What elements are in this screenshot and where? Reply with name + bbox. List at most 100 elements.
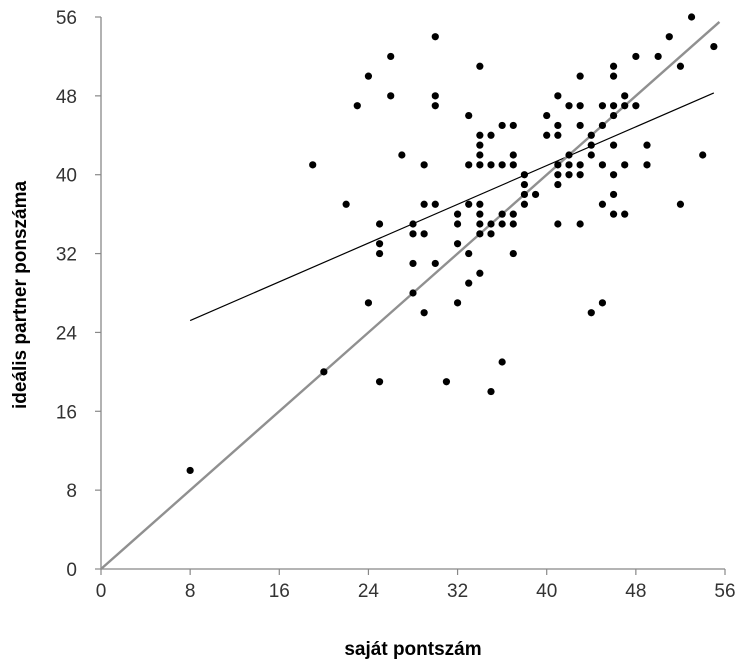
data-point bbox=[710, 42, 718, 51]
data-point bbox=[576, 102, 584, 110]
data-point bbox=[375, 220, 384, 228]
data-point bbox=[609, 190, 618, 199]
data-point bbox=[531, 190, 540, 199]
data-point bbox=[431, 259, 439, 268]
data-point bbox=[487, 220, 495, 228]
data-point bbox=[476, 220, 484, 228]
x-tick-label: 24 bbox=[358, 581, 380, 602]
data-point bbox=[431, 200, 439, 208]
y-tick-label: 40 bbox=[56, 166, 77, 187]
data-point bbox=[676, 200, 685, 208]
x-tick-label: 0 bbox=[96, 581, 107, 602]
data-point bbox=[621, 92, 629, 100]
data-point bbox=[442, 378, 451, 386]
data-point bbox=[676, 62, 685, 70]
data-point bbox=[487, 387, 495, 396]
data-point bbox=[576, 121, 584, 130]
data-point bbox=[487, 230, 495, 238]
data-point bbox=[554, 180, 562, 189]
data-point bbox=[598, 121, 607, 130]
data-point bbox=[476, 269, 484, 277]
data-point bbox=[598, 299, 607, 307]
data-point bbox=[509, 161, 517, 169]
x-tick-label: 8 bbox=[185, 581, 196, 602]
data-point bbox=[465, 161, 473, 169]
data-point bbox=[543, 131, 551, 139]
x-tick-label: 56 bbox=[714, 581, 735, 602]
data-point bbox=[353, 102, 361, 110]
data-point bbox=[587, 141, 595, 149]
data-point bbox=[554, 220, 562, 228]
data-point bbox=[609, 111, 618, 120]
data-point bbox=[554, 131, 562, 139]
data-point bbox=[498, 161, 506, 169]
x-tick-label: 16 bbox=[269, 581, 290, 602]
data-point bbox=[498, 220, 506, 228]
data-point bbox=[387, 92, 395, 100]
data-point bbox=[609, 210, 618, 218]
data-point bbox=[554, 92, 562, 100]
data-point bbox=[476, 131, 484, 139]
data-point bbox=[409, 220, 417, 228]
data-point bbox=[453, 240, 462, 248]
data-point bbox=[420, 309, 428, 317]
data-point bbox=[598, 102, 607, 110]
y-tick-label: 16 bbox=[56, 402, 77, 423]
data-point bbox=[431, 33, 439, 41]
data-point bbox=[476, 62, 484, 70]
data-point bbox=[643, 141, 651, 149]
y-axis-title: ideális partner ponszáma bbox=[10, 181, 31, 410]
data-point bbox=[520, 200, 529, 208]
data-point bbox=[498, 121, 506, 130]
x-tick-label: 48 bbox=[625, 581, 646, 602]
data-point bbox=[364, 299, 373, 307]
data-point bbox=[598, 161, 607, 169]
identity-line bbox=[100, 21, 721, 570]
data-point bbox=[665, 33, 673, 41]
data-point bbox=[509, 151, 517, 159]
data-point bbox=[409, 259, 417, 268]
data-point bbox=[309, 161, 317, 169]
y-tick-label: 48 bbox=[56, 87, 77, 108]
data-point bbox=[409, 230, 417, 238]
data-point bbox=[687, 13, 696, 21]
data-point bbox=[509, 220, 517, 228]
y-tick-label: 32 bbox=[56, 245, 77, 266]
data-point bbox=[465, 249, 473, 258]
data-point bbox=[498, 358, 506, 366]
data-point bbox=[609, 102, 618, 110]
data-point bbox=[520, 190, 529, 199]
y-tick-label: 8 bbox=[66, 481, 77, 502]
data-point bbox=[387, 52, 395, 61]
x-axis-title: saját pontszám bbox=[344, 639, 481, 660]
data-point bbox=[554, 121, 562, 130]
data-point bbox=[543, 111, 551, 120]
data-point bbox=[576, 72, 584, 80]
data-point bbox=[476, 230, 484, 238]
data-point bbox=[420, 200, 428, 208]
data-point bbox=[520, 180, 529, 189]
data-point bbox=[465, 111, 473, 120]
data-point bbox=[398, 151, 406, 159]
data-point bbox=[431, 92, 439, 100]
data-point bbox=[565, 161, 573, 169]
trend-lines bbox=[100, 21, 721, 570]
data-point bbox=[587, 151, 595, 159]
data-point bbox=[375, 378, 384, 386]
data-point bbox=[320, 368, 328, 376]
data-point bbox=[453, 220, 462, 228]
data-point bbox=[476, 161, 484, 169]
data-point bbox=[643, 161, 651, 169]
data-point bbox=[609, 141, 618, 149]
data-point bbox=[621, 102, 629, 110]
data-point bbox=[476, 200, 484, 208]
y-tick-label: 56 bbox=[56, 8, 77, 29]
data-point bbox=[465, 200, 473, 208]
data-point bbox=[465, 279, 473, 287]
data-point bbox=[420, 230, 428, 238]
data-point bbox=[576, 161, 584, 169]
data-point bbox=[587, 309, 595, 317]
data-point bbox=[554, 161, 562, 169]
data-point bbox=[186, 466, 194, 475]
data-point bbox=[576, 220, 584, 228]
